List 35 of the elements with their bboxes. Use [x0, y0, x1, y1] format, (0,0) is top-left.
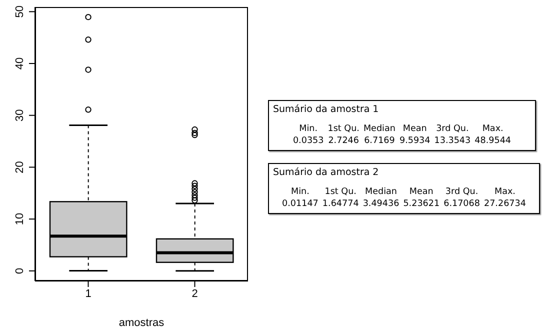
y-tick-label: 20 — [14, 161, 26, 174]
text: 5.23621 — [403, 198, 440, 210]
text: Mean — [402, 123, 428, 135]
text: Min. — [290, 186, 310, 198]
text: 3.49436 — [362, 198, 400, 210]
text: 1st Qu. — [324, 186, 358, 198]
x-tick-label: 1 — [85, 288, 92, 300]
text: 2.7246 — [328, 135, 360, 147]
text: 48.9544 — [474, 135, 512, 147]
x-tick-label: 2 — [192, 288, 198, 300]
text: 3rd Qu. — [444, 186, 480, 198]
y-tick-label: 50 — [14, 6, 26, 18]
text: 6.7169 — [363, 135, 396, 147]
y-tick-label: 10 — [14, 212, 26, 226]
text: Mean — [408, 186, 434, 198]
y-tick-label: 0 — [14, 268, 26, 274]
text: 27.26734 — [484, 198, 526, 210]
text: 6.17068 — [444, 198, 480, 210]
text: Max. — [493, 186, 516, 198]
text: Max. — [481, 123, 504, 135]
text: Sumário da amostra 1 — [273, 104, 380, 115]
text: Median — [363, 123, 396, 135]
y-tick-label: 40 — [14, 57, 26, 70]
text: Min. — [298, 123, 319, 135]
text: 3rd Qu. — [435, 123, 470, 135]
x-axis-title: amostras — [118, 317, 165, 329]
text: 13.3543 — [434, 135, 471, 147]
text: 1st Qu. — [328, 123, 360, 135]
y-tick-label: 30 — [14, 109, 26, 122]
text: 9.5934 — [399, 135, 430, 147]
text: 0.0353 — [292, 135, 324, 147]
text: Sumário da amostra 2 — [273, 167, 380, 178]
text: 0.01147 — [282, 198, 318, 210]
text: 1.64774 — [322, 198, 359, 210]
text: Median — [364, 186, 398, 198]
